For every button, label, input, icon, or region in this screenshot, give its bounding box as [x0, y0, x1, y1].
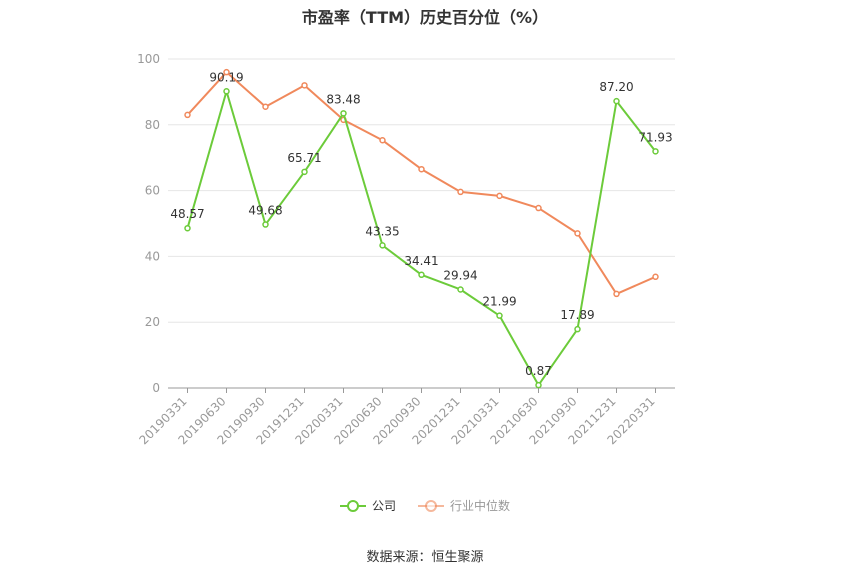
data-label: 65.71 [287, 151, 321, 165]
legend-item-industry-median[interactable]: 行业中位数 [418, 497, 510, 514]
point-company [184, 224, 191, 232]
data-label: 90.19 [209, 70, 243, 84]
point-industry-median [652, 273, 659, 281]
point-company [301, 168, 308, 176]
data-label: 43.35 [365, 224, 399, 238]
legend-industry-icon [418, 499, 444, 512]
point-company [535, 381, 542, 389]
data-label: 21.99 [482, 295, 516, 309]
point-company [457, 286, 464, 293]
point-industry-median [613, 290, 620, 298]
y-tick-label: 40 [145, 249, 160, 263]
grid-lines [168, 58, 675, 323]
data-label: 0.87 [525, 364, 552, 378]
y-tick-label: 100 [137, 52, 160, 66]
legend-label-industry: 行业中位数 [450, 499, 511, 513]
point-company [223, 88, 230, 95]
point-industry-median [574, 230, 581, 237]
legend-item-company[interactable]: 公司 [339, 497, 396, 514]
data-label: 48.57 [170, 207, 204, 221]
series-line-company [186, 90, 657, 387]
point-industry-median [223, 68, 230, 76]
chart-title: 市盈率（TTM）历史百分位（%） [301, 8, 549, 27]
data-label: 87.20 [599, 80, 633, 94]
data-label: 83.48 [326, 92, 360, 106]
point-company [340, 110, 347, 117]
point-company [652, 148, 659, 155]
point-company [613, 97, 620, 105]
y-tick-label: 60 [145, 184, 160, 198]
point-industry-median [496, 192, 503, 200]
point-company [262, 221, 269, 228]
y-tick-label: 20 [145, 315, 160, 329]
data-label: 34.41 [404, 254, 438, 268]
point-industry-median [535, 204, 542, 212]
point-company [379, 242, 386, 249]
point-company [418, 271, 425, 279]
legend-label-company: 公司 [371, 499, 396, 513]
point-industry-median [184, 111, 191, 119]
data-label: 29.94 [443, 268, 477, 282]
point-company [574, 325, 581, 333]
data-label: 71.93 [638, 130, 672, 144]
point-industry-median [379, 137, 386, 144]
data-labels: 48.57 90.19 49.68 65.71 83.48 43.35 34.41 29.94… [170, 70, 672, 378]
point-company [496, 312, 503, 319]
legend-company-icon [339, 499, 366, 512]
point-industry-median [262, 103, 269, 110]
y-tick-label: 80 [145, 118, 160, 132]
axes: 0204060801002019033120190630201909302019… [137, 52, 675, 447]
data-label: 49.68 [248, 204, 282, 218]
point-industry-median [301, 82, 308, 89]
y-tick-label: 0 [152, 381, 160, 395]
source-note: 数据来源：恒生聚源 [366, 550, 484, 565]
data-label: 17.89 [560, 308, 594, 322]
point-industry-median [418, 165, 425, 173]
series-lines [184, 68, 659, 389]
legend: 公司 行业中位数 [0, 497, 850, 514]
point-industry-median [457, 188, 464, 196]
